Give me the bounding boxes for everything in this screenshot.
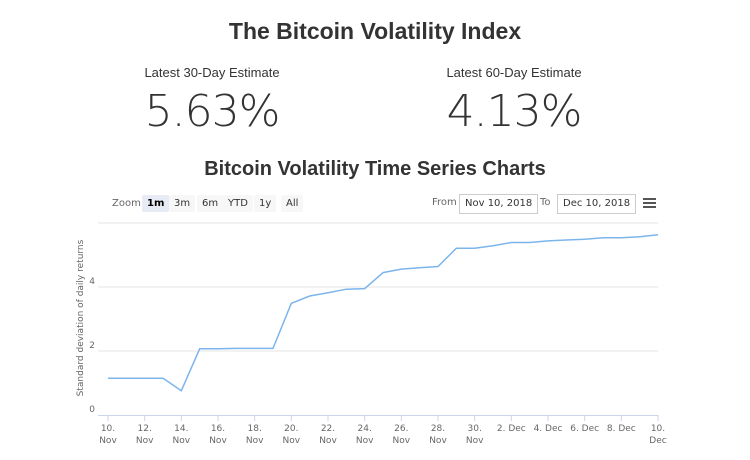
x-tick-label: 2. Dec <box>497 424 526 434</box>
x-tick-label: 10. <box>101 424 115 434</box>
x-tick-label-month: Nov <box>209 436 227 446</box>
chart-section-title: Bitcoin Volatility Time Series Charts <box>204 158 546 180</box>
estimate-30-value: 5.63% <box>144 86 281 137</box>
zoom-all-button[interactable]: All <box>281 195 304 212</box>
x-tick-label: 16. <box>211 424 225 434</box>
y-tick-label: 4 <box>89 277 95 287</box>
estimate-30-label: Latest 30-Day Estimate <box>144 65 280 80</box>
x-tick-label-month: Nov <box>246 436 264 446</box>
x-tick-label: 28. <box>431 424 445 434</box>
to-date-input[interactable]: Dec 10, 2018 <box>557 194 637 214</box>
x-tick-label-month: Nov <box>466 436 484 446</box>
y-tick-label: 0 <box>89 405 95 415</box>
x-tick-label: 30. <box>468 424 482 434</box>
x-tick-label-month: Nov <box>173 436 191 446</box>
estimate-60-label: Latest 60-Day Estimate <box>446 65 582 80</box>
x-tick-label: 12. <box>138 424 152 434</box>
x-tick-label-month: Nov <box>393 436 411 446</box>
x-tick-label-month: Nov <box>99 436 117 446</box>
x-tick-label: 24. <box>358 424 372 434</box>
x-tick-label-month: Dec <box>649 436 666 446</box>
estimate-60-value: 4.13% <box>446 86 583 137</box>
zoom-ytd-button[interactable]: YTD <box>223 195 253 212</box>
x-tick-label: 8. Dec <box>607 424 636 434</box>
x-tick-label: 4. Dec <box>534 424 563 434</box>
x-tick-label: 18. <box>248 424 262 434</box>
x-tick-label-month: Nov <box>283 436 301 446</box>
x-tick-label: 26. <box>394 424 408 434</box>
x-tick-label: 10. <box>651 424 665 434</box>
x-tick-label-month: Nov <box>136 436 154 446</box>
x-tick-label-month: Nov <box>429 436 447 446</box>
from-label: From <box>432 197 457 208</box>
series-line <box>108 234 659 392</box>
x-tick-label: 14. <box>174 424 188 434</box>
zoom-6m-button[interactable]: 6m <box>197 195 224 212</box>
page-title: The Bitcoin Volatility Index <box>228 18 522 44</box>
y-tick-label: 2 <box>89 341 95 351</box>
x-tick-label-month: Nov <box>356 436 374 446</box>
zoom-1y-button[interactable]: 1y <box>254 195 277 212</box>
zoom-3m-button[interactable]: 3m <box>169 195 196 212</box>
x-tick-label-month: Nov <box>319 436 337 446</box>
hamburger-menu-icon[interactable] <box>643 198 656 210</box>
to-label: To <box>540 197 551 208</box>
x-tick-label: 20. <box>284 424 298 434</box>
x-tick-label: 22. <box>321 424 335 434</box>
y-axis-label: Standard deviation of daily returns <box>76 239 86 396</box>
from-date-input[interactable]: Nov 10, 2018 <box>459 194 539 214</box>
zoom-label: Zoom <box>112 198 141 209</box>
zoom-1m-button[interactable]: 1m <box>142 195 170 212</box>
x-tick-label: 6. Dec <box>570 424 599 434</box>
